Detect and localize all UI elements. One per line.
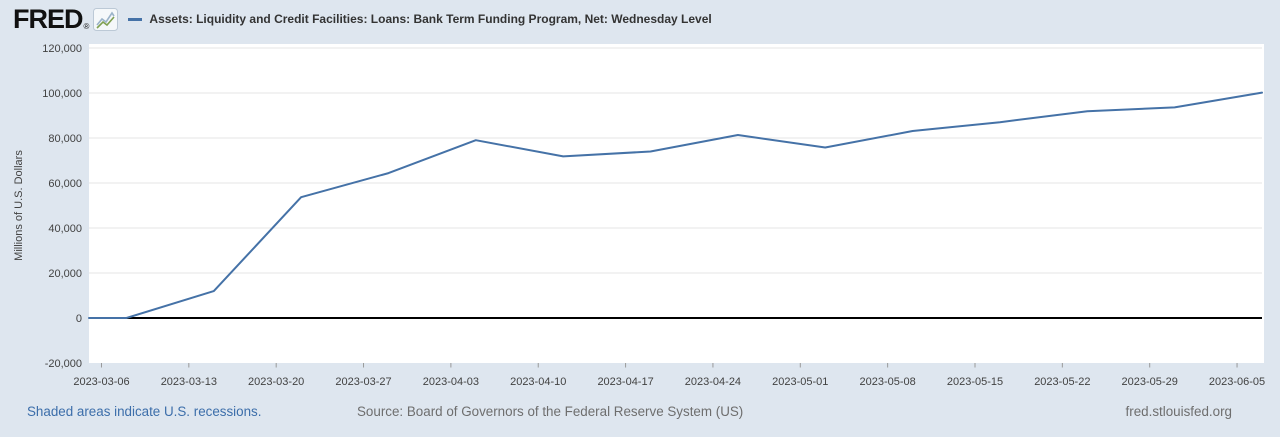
y-tick-label: 100,000 bbox=[42, 88, 82, 100]
x-tick-label: 2023-05-08 bbox=[859, 376, 915, 388]
graph-header: FRED ® Assets: Liquidity and Credit Faci… bbox=[0, 0, 1280, 38]
fred-logo-text: FRED bbox=[13, 3, 83, 34]
fred-site-link[interactable]: fred.stlouisfed.org bbox=[1125, 404, 1232, 419]
source-attribution: Source: Board of Governors of the Federa… bbox=[357, 404, 744, 419]
x-tick-label: 2023-03-06 bbox=[73, 376, 129, 388]
fred-logo[interactable]: FRED ® bbox=[13, 3, 119, 34]
x-tick-label: 2023-04-10 bbox=[510, 376, 566, 388]
x-tick-label: 2023-04-24 bbox=[685, 376, 741, 388]
y-tick-label: 40,000 bbox=[48, 223, 82, 235]
recessions-note-link[interactable]: Shaded areas indicate U.S. recessions. bbox=[27, 404, 262, 419]
graph-footer: Shaded areas indicate U.S. recessions. S… bbox=[0, 404, 1280, 422]
y-tick-label: -20,000 bbox=[45, 358, 82, 370]
y-tick-label: 20,000 bbox=[48, 268, 82, 280]
y-tick-label: 80,000 bbox=[48, 133, 82, 145]
x-tick-label: 2023-03-27 bbox=[335, 376, 391, 388]
x-tick-label: 2023-05-01 bbox=[772, 376, 828, 388]
y-tick-label: 120,000 bbox=[42, 43, 82, 55]
series-legend-marker bbox=[128, 17, 143, 21]
y-axis-title: Millions of U.S. Dollars bbox=[13, 150, 25, 261]
plot-area bbox=[89, 44, 1264, 363]
series-line bbox=[88, 91, 1263, 319]
x-tick-label: 2023-03-20 bbox=[248, 376, 304, 388]
registered-trademark: ® bbox=[83, 21, 90, 31]
y-tick-label: 0 bbox=[76, 313, 82, 325]
x-tick-label: 2023-04-17 bbox=[597, 376, 653, 388]
x-tick-label: 2023-06-05 bbox=[1209, 376, 1265, 388]
x-tick-label: 2023-04-03 bbox=[423, 376, 479, 388]
x-tick-label: 2023-03-13 bbox=[161, 376, 217, 388]
x-tick-label: 2023-05-15 bbox=[947, 376, 1003, 388]
series-title: Assets: Liquidity and Credit Facilities:… bbox=[149, 12, 712, 26]
x-tick-label: 2023-05-29 bbox=[1122, 376, 1178, 388]
fred-sparkline-icon bbox=[93, 7, 119, 31]
x-tick-label: 2023-05-22 bbox=[1034, 376, 1090, 388]
y-tick-label: 60,000 bbox=[48, 178, 82, 190]
